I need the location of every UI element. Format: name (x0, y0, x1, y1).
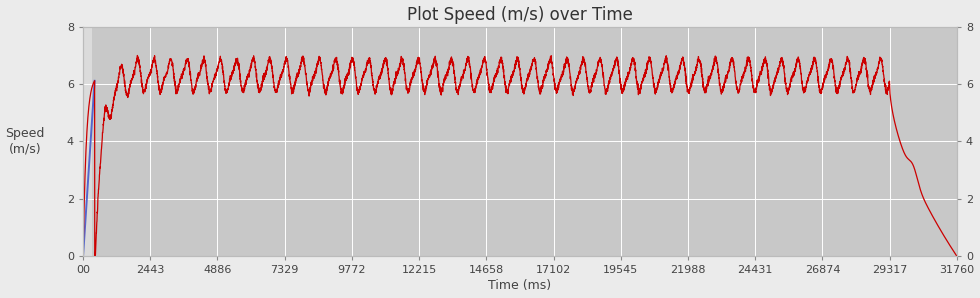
Bar (83, 27, 92, 256)
X-axis label: Time (ms): Time (ms) (488, 280, 552, 292)
Y-axis label: Speed
(m/s): Speed (m/s) (6, 127, 45, 155)
Title: Plot Speed (m/s) over Time: Plot Speed (m/s) over Time (407, 6, 633, 24)
